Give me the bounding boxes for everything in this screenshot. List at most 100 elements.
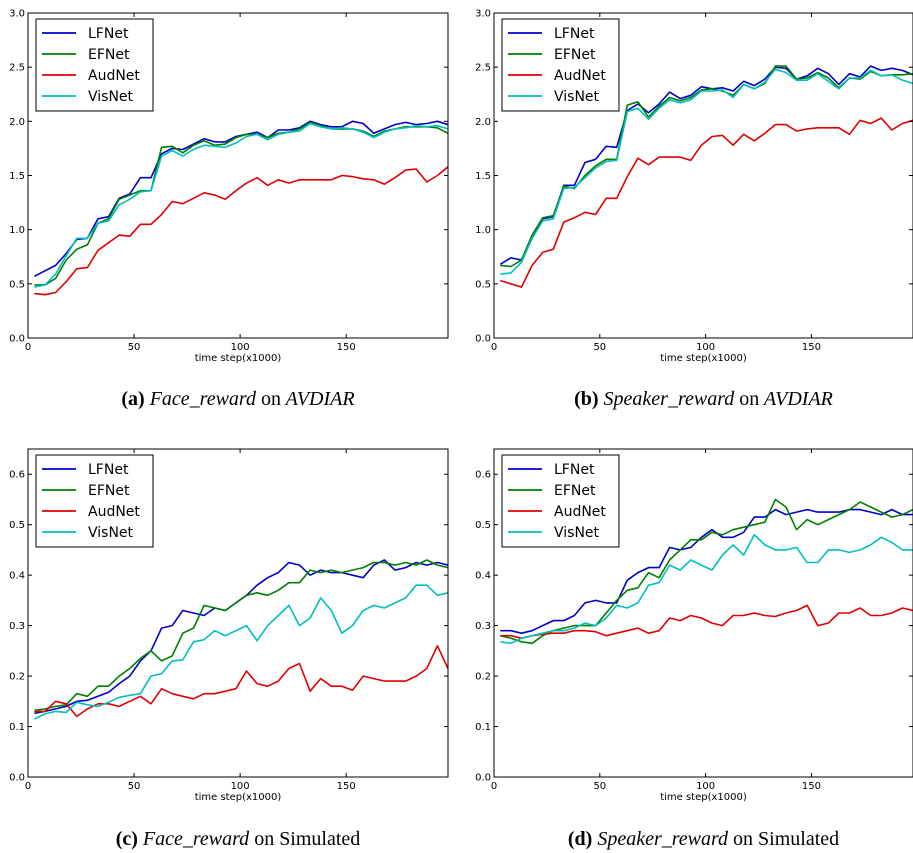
y-tick-label: 0.4 <box>9 571 25 582</box>
x-tick-label: 100 <box>231 342 250 353</box>
y-tick-label: 0.1 <box>475 722 491 733</box>
figure-caption: (b) Speaker_reward on AVDIAR <box>574 388 833 410</box>
legend-label-lfnet: LFNet <box>88 462 129 478</box>
legend-label-efnet: EFNet <box>88 47 130 63</box>
caption-metric: Speaker_reward <box>597 828 729 850</box>
y-tick-label: 0.4 <box>475 571 491 582</box>
y-tick-label: 2.5 <box>9 63 25 74</box>
x-tick-label: 50 <box>128 342 141 353</box>
series-line-visnet <box>500 533 913 645</box>
y-tick-label: 1.0 <box>9 225 25 236</box>
x-tick-label: 100 <box>231 781 250 792</box>
series-group <box>34 120 448 296</box>
y-tick-label: 0.0 <box>475 773 491 784</box>
series-line-visnet <box>34 584 448 720</box>
x-tick-label: 0 <box>491 342 497 353</box>
legend-label-efnet: EFNet <box>88 483 130 499</box>
x-axis-label: time step(x1000) <box>195 353 282 364</box>
legend-label-visnet: VisNet <box>554 89 600 105</box>
axes-frame <box>493 448 913 778</box>
chart-panel-3: 0.0 0.1 0.2 0.3 0.4 0.5 0.6 0 50 100 150 time step(… <box>475 448 913 850</box>
x-tick-label: 0 <box>491 781 497 792</box>
x-tick-label: 150 <box>802 342 821 353</box>
y-tick-label: 0.6 <box>9 470 25 481</box>
caption-on: on Simulated <box>728 828 839 850</box>
series-line-efnet <box>500 498 913 645</box>
series-line-audnet <box>34 166 448 296</box>
series-group <box>499 65 913 288</box>
y-tick-label: 1.0 <box>475 225 491 236</box>
x-axis-label: time step(x1000) <box>660 353 747 364</box>
y-tick-label: 0.0 <box>475 334 491 345</box>
chart-panel-2: 0.0 0.1 0.2 0.3 0.4 0.5 0.6 0 50 100 150 time step(… <box>9 448 449 850</box>
caption-dataset: AVDIAR <box>759 388 833 410</box>
y-tick-label: 1.5 <box>9 171 25 182</box>
x-tick-label: 0 <box>25 342 31 353</box>
caption-on: on Simulated <box>249 828 360 850</box>
caption-on: on <box>734 388 759 410</box>
series-line-visnet <box>500 68 913 275</box>
caption-metric: Face_reward <box>142 828 250 850</box>
y-tick-label: 2.5 <box>475 63 491 74</box>
legend-label-visnet: VisNet <box>88 525 134 541</box>
series-line-audnet <box>500 604 913 640</box>
x-tick-label: 150 <box>337 781 356 792</box>
series-line-efnet <box>34 559 448 712</box>
series-line-lfnet <box>500 508 913 635</box>
legend-label-visnet: VisNet <box>554 525 600 541</box>
y-tick-label: 0.3 <box>475 621 491 632</box>
y-tick-label: 0.2 <box>475 672 491 683</box>
chart-panel-0: 0.0 0.5 1.0 1.5 2.0 2.5 3.0 0 50 100 150 time step(… <box>9 9 449 410</box>
y-tick-label: 0.5 <box>475 520 491 531</box>
figure-caption: (d) Speaker_reward on Simulated <box>568 828 839 850</box>
series-line-visnet <box>34 122 448 288</box>
caption-label: (a) <box>121 388 149 410</box>
y-tick-label: 0.2 <box>9 672 25 683</box>
x-tick-label: 100 <box>696 781 715 792</box>
x-tick-label: 50 <box>128 781 141 792</box>
legend-label-audnet: AudNet <box>554 504 606 520</box>
y-tick-label: 0.5 <box>9 520 25 531</box>
caption-label: (d) <box>568 828 597 850</box>
series-group <box>500 498 913 645</box>
x-tick-label: 150 <box>337 342 356 353</box>
caption-label: (b) <box>574 388 603 410</box>
caption-dataset: AVDIAR <box>281 388 355 410</box>
y-tick-label: 2.0 <box>9 117 25 128</box>
caption-metric: Speaker_reward <box>604 388 736 410</box>
series-line-lfnet <box>499 65 913 265</box>
y-tick-label: 0.0 <box>9 773 25 784</box>
series-line-audnet <box>500 117 913 288</box>
series-group <box>34 559 448 720</box>
caption-metric: Face_reward <box>149 388 257 410</box>
y-tick-label: 0.6 <box>475 470 491 481</box>
y-tick-label: 0.1 <box>9 722 25 733</box>
y-tick-label: 0.5 <box>9 279 25 290</box>
y-tick-label: 1.5 <box>475 171 491 182</box>
legend-label-visnet: VisNet <box>88 89 134 105</box>
x-axis-label: time step(x1000) <box>660 792 747 803</box>
y-tick-label: 0.0 <box>9 334 25 345</box>
y-tick-label: 0.5 <box>475 279 491 290</box>
x-tick-label: 0 <box>25 781 31 792</box>
legend-label-lfnet: LFNet <box>554 26 595 42</box>
legend-label-audnet: AudNet <box>554 68 606 84</box>
legend-label-audnet: AudNet <box>88 504 140 520</box>
caption-label: (c) <box>116 828 143 850</box>
series-line-lfnet <box>34 559 448 715</box>
y-tick-label: 3.0 <box>475 9 491 20</box>
legend-label-efnet: EFNet <box>554 47 596 63</box>
y-tick-label: 3.0 <box>9 9 25 20</box>
axes-frame <box>27 448 449 778</box>
x-tick-label: 50 <box>593 781 606 792</box>
figure-caption: (c) Face_reward on Simulated <box>116 828 361 850</box>
caption-on: on <box>256 388 281 410</box>
legend-label-efnet: EFNet <box>554 483 596 499</box>
legend-label-lfnet: LFNet <box>554 462 595 478</box>
y-tick-label: 0.3 <box>9 621 25 632</box>
x-tick-label: 150 <box>802 781 821 792</box>
series-line-efnet <box>34 121 448 286</box>
y-tick-label: 2.0 <box>475 117 491 128</box>
x-tick-label: 50 <box>593 342 606 353</box>
